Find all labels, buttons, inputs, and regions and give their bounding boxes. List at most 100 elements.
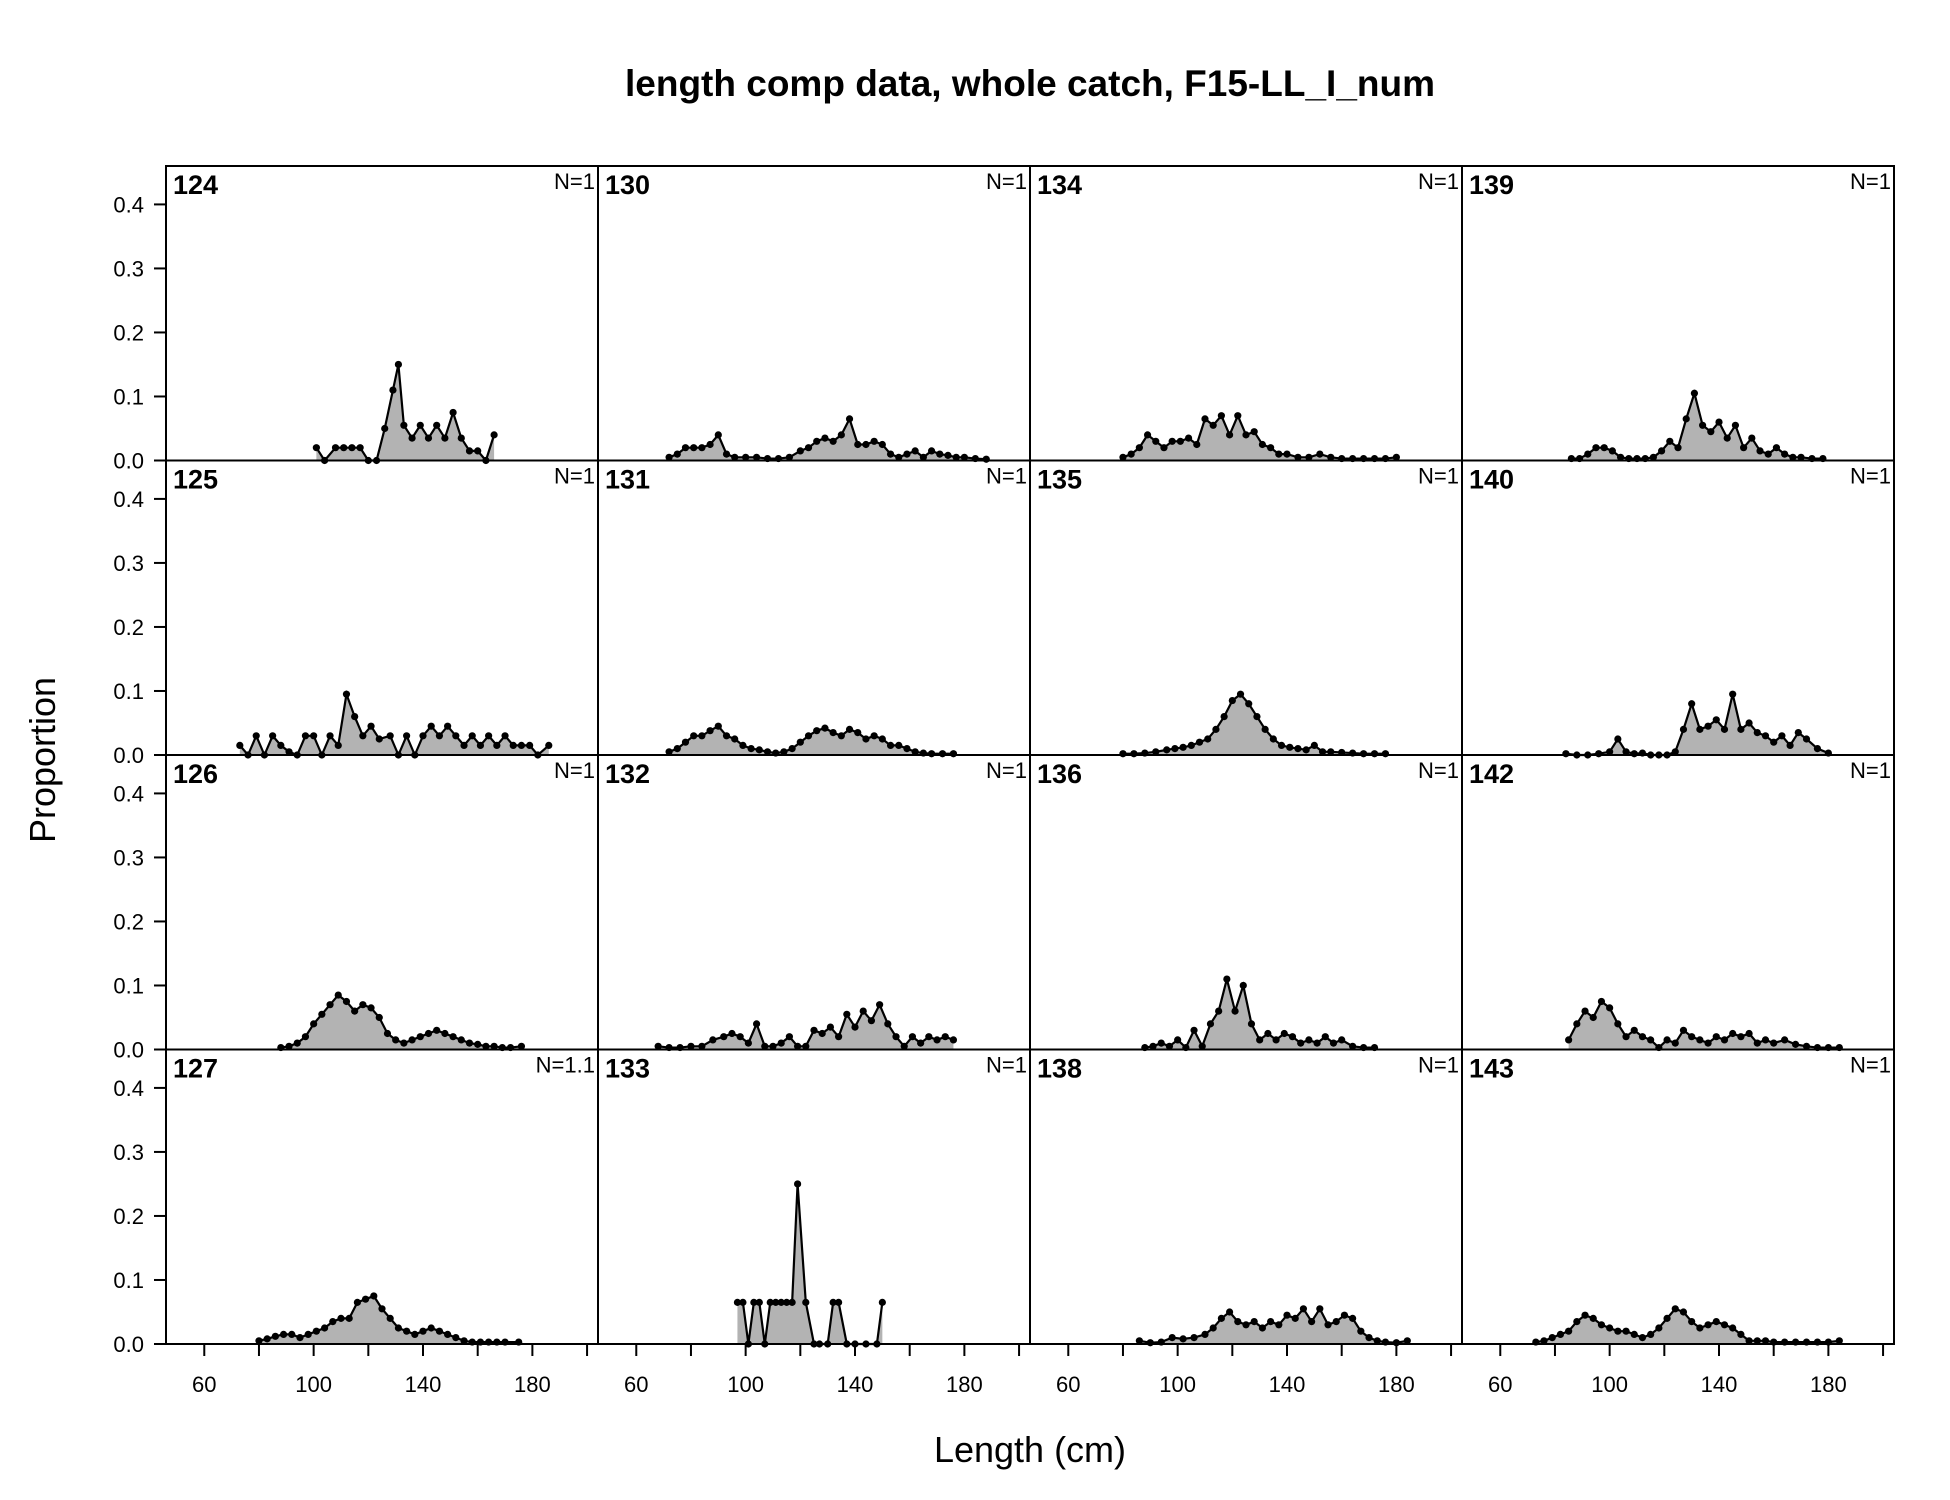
y-tick-label: 0.1 <box>113 679 144 704</box>
data-point <box>424 434 433 442</box>
panel-label: 138 <box>1037 1054 1082 1084</box>
y-tick-label: 0.2 <box>113 909 144 934</box>
panel-frame <box>1461 754 1895 1051</box>
data-point <box>424 1029 433 1038</box>
data-point <box>917 1039 925 1047</box>
data-point <box>785 453 793 461</box>
data-point <box>802 1042 810 1050</box>
data-point <box>1275 1321 1283 1329</box>
data-point <box>465 1039 474 1047</box>
data-point <box>766 1298 774 1306</box>
data-point <box>1573 1020 1581 1028</box>
data-point <box>367 722 375 730</box>
data-point <box>1157 1039 1165 1047</box>
panel-130: 130 N=1 <box>597 165 1031 463</box>
data-point <box>269 732 277 740</box>
panel-frame <box>1029 165 1463 462</box>
n-label: N=1 <box>554 758 595 783</box>
area-fill <box>1571 393 1823 461</box>
data-point <box>1225 431 1234 439</box>
data-point <box>1745 1337 1753 1345</box>
data-point <box>255 1337 263 1345</box>
x-tick-label: 60 <box>192 1372 216 1397</box>
data-point <box>742 453 750 461</box>
panel-126: 126 N=1 <box>165 754 599 1052</box>
data-point <box>452 732 460 740</box>
n-label: N=1 <box>986 464 1027 489</box>
data-point <box>383 1029 392 1038</box>
n-label: N=1 <box>986 169 1027 194</box>
n-label: N=1 <box>1418 758 1459 783</box>
x-tick-label: 60 <box>1488 1372 1512 1397</box>
data-point <box>279 1330 288 1338</box>
data-point <box>1573 1317 1581 1326</box>
data-point <box>673 450 681 458</box>
data-point <box>482 1042 490 1050</box>
data-point <box>706 727 714 735</box>
n-label: N=1 <box>1850 758 1891 783</box>
data-point <box>714 722 722 730</box>
data-point <box>1764 450 1772 458</box>
data-point <box>1187 741 1195 750</box>
data-point <box>835 1033 843 1041</box>
panel-frame <box>1461 1048 1895 1345</box>
data-point <box>403 1327 411 1335</box>
data-point <box>545 741 553 750</box>
data-point <box>1802 735 1811 743</box>
panel-label: 132 <box>605 759 650 789</box>
data-point <box>359 732 367 740</box>
panel-133: 133 N=1 <box>597 1048 1031 1348</box>
data-point <box>1688 700 1696 708</box>
data-point <box>903 450 911 458</box>
data-point <box>1781 1036 1789 1044</box>
data-point <box>895 453 903 461</box>
data-point <box>1220 712 1228 721</box>
x-tick-label: 140 <box>405 1372 442 1397</box>
data-point <box>1630 750 1638 758</box>
panel-label: 136 <box>1037 759 1082 789</box>
data-point <box>370 1292 378 1300</box>
n-label: N=1 <box>554 464 595 489</box>
panel-127: 127 N=1.1 <box>165 1048 599 1346</box>
data-point <box>474 447 482 455</box>
data-point <box>728 1029 736 1038</box>
n-label: N=1 <box>986 1053 1027 1078</box>
data-point <box>1277 741 1286 750</box>
data-point <box>301 732 310 740</box>
data-point <box>1217 412 1225 420</box>
data-point <box>351 712 359 721</box>
data-point <box>796 447 804 455</box>
data-point <box>1365 1334 1373 1342</box>
data-point <box>485 732 493 740</box>
data-point <box>435 732 444 740</box>
data-point <box>813 727 821 735</box>
data-point <box>681 738 690 746</box>
data-point <box>1217 1314 1225 1322</box>
data-point <box>1756 447 1764 455</box>
data-point <box>460 1337 468 1345</box>
y-tick-label: 0.4 <box>113 1076 144 1101</box>
data-point <box>400 1039 408 1047</box>
panel-135: 135 N=1 <box>1029 459 1463 758</box>
data-point <box>348 444 356 452</box>
data-point <box>1729 690 1737 698</box>
data-point <box>1748 434 1756 442</box>
data-point <box>1349 1314 1357 1322</box>
data-point <box>1606 1004 1614 1012</box>
data-point <box>1781 450 1789 458</box>
data-point <box>859 1007 867 1015</box>
y-tick-label: 0.3 <box>113 551 144 576</box>
data-point <box>1791 1040 1800 1048</box>
data-point <box>329 1317 337 1326</box>
data-point <box>933 1036 941 1044</box>
data-point <box>1608 447 1616 455</box>
n-label: N=1 <box>1418 464 1459 489</box>
data-point <box>1294 453 1302 461</box>
data-point <box>433 1026 441 1034</box>
data-point <box>1174 1036 1182 1044</box>
data-point <box>1291 1314 1299 1322</box>
data-point <box>821 434 829 442</box>
n-label: N=1 <box>1850 169 1891 194</box>
data-point <box>1753 1039 1761 1047</box>
data-point <box>1565 1327 1573 1335</box>
